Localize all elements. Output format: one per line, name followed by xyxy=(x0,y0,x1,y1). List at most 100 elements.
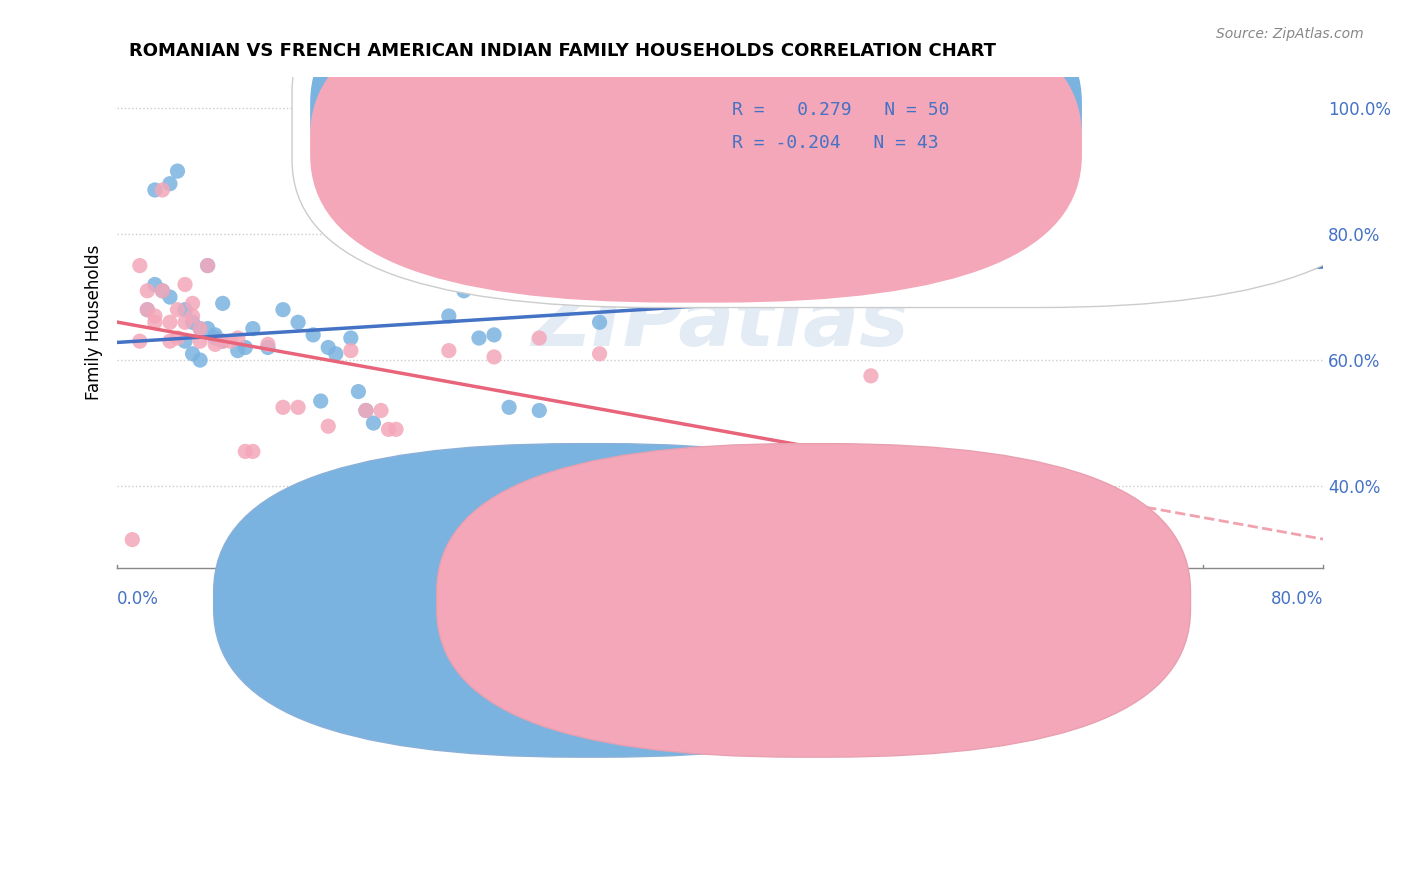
Point xyxy=(188,321,211,335)
Point xyxy=(188,334,211,348)
Point xyxy=(181,315,204,329)
Point xyxy=(181,347,204,361)
Point xyxy=(1222,120,1244,134)
Point xyxy=(529,403,551,417)
Point xyxy=(174,277,197,292)
Point xyxy=(121,533,143,547)
Point xyxy=(143,277,166,292)
Point xyxy=(468,331,491,345)
Point xyxy=(693,523,716,537)
Point xyxy=(233,341,256,355)
Point xyxy=(287,315,309,329)
Point xyxy=(498,401,520,415)
Point xyxy=(181,296,204,310)
Point xyxy=(152,183,174,197)
FancyBboxPatch shape xyxy=(214,443,967,757)
Point xyxy=(226,331,249,345)
Point xyxy=(340,343,363,358)
FancyBboxPatch shape xyxy=(292,0,1402,308)
Y-axis label: Family Households: Family Households xyxy=(86,244,103,400)
Point xyxy=(159,177,181,191)
FancyBboxPatch shape xyxy=(311,0,1083,269)
Point xyxy=(482,327,505,342)
Point xyxy=(1161,177,1184,191)
Point xyxy=(529,331,551,345)
Point xyxy=(769,514,792,528)
Point xyxy=(174,302,197,317)
Point xyxy=(257,341,280,355)
Point xyxy=(204,331,226,345)
Point xyxy=(166,164,188,178)
Point xyxy=(1191,132,1213,146)
Point xyxy=(159,334,181,348)
Text: ROMANIAN VS FRENCH AMERICAN INDIAN FAMILY HOUSEHOLDS CORRELATION CHART: ROMANIAN VS FRENCH AMERICAN INDIAN FAMIL… xyxy=(129,42,997,60)
Point xyxy=(740,214,762,228)
Point xyxy=(347,384,370,399)
Text: 80.0%: 80.0% xyxy=(1271,590,1323,608)
Text: Romanians: Romanians xyxy=(614,602,706,620)
Point xyxy=(482,350,505,364)
Point xyxy=(325,347,347,361)
Text: 0.0%: 0.0% xyxy=(117,590,159,608)
Point xyxy=(181,309,204,323)
Point xyxy=(634,514,657,528)
Point xyxy=(242,321,264,335)
Point xyxy=(233,444,256,458)
Point xyxy=(385,422,408,436)
Point xyxy=(363,416,385,430)
Point xyxy=(166,331,188,345)
Point xyxy=(197,259,219,273)
Point xyxy=(174,334,197,348)
Point xyxy=(453,284,475,298)
FancyBboxPatch shape xyxy=(437,443,1191,757)
Point xyxy=(1085,101,1108,115)
Text: ZIPatlas: ZIPatlas xyxy=(531,282,910,363)
Point xyxy=(316,419,339,434)
Point xyxy=(257,337,280,351)
Point xyxy=(588,347,610,361)
Point xyxy=(309,394,332,409)
Text: Source: ZipAtlas.com: Source: ZipAtlas.com xyxy=(1216,27,1364,41)
Point xyxy=(143,315,166,329)
Point xyxy=(211,334,233,348)
Point xyxy=(211,296,233,310)
Point xyxy=(242,444,264,458)
Point xyxy=(634,510,657,524)
Point xyxy=(188,321,211,335)
Point xyxy=(204,327,226,342)
Point xyxy=(859,368,882,383)
Point xyxy=(437,343,460,358)
Point xyxy=(316,341,339,355)
Text: French American Indians: French American Indians xyxy=(799,602,1004,620)
Point xyxy=(136,284,159,298)
Point xyxy=(152,284,174,298)
Point xyxy=(159,290,181,304)
Point xyxy=(287,401,309,415)
Point xyxy=(143,309,166,323)
Point xyxy=(188,353,211,368)
Point xyxy=(370,403,392,417)
Text: R = -0.204   N = 43: R = -0.204 N = 43 xyxy=(733,134,939,152)
Point xyxy=(197,259,219,273)
Point xyxy=(1040,214,1063,228)
Point xyxy=(392,177,415,191)
Point xyxy=(128,334,150,348)
Point xyxy=(679,514,702,528)
Text: R =   0.279   N = 50: R = 0.279 N = 50 xyxy=(733,101,949,119)
Point xyxy=(197,321,219,335)
Point xyxy=(271,401,294,415)
Point xyxy=(152,284,174,298)
Point xyxy=(136,302,159,317)
Point xyxy=(219,334,242,348)
Point xyxy=(935,516,957,531)
Point xyxy=(271,302,294,317)
Point xyxy=(354,403,377,417)
Point xyxy=(166,302,188,317)
Point xyxy=(226,343,249,358)
Point xyxy=(159,315,181,329)
Point xyxy=(437,309,460,323)
Point xyxy=(143,183,166,197)
Point xyxy=(302,327,325,342)
Point xyxy=(174,315,197,329)
Point xyxy=(354,403,377,417)
